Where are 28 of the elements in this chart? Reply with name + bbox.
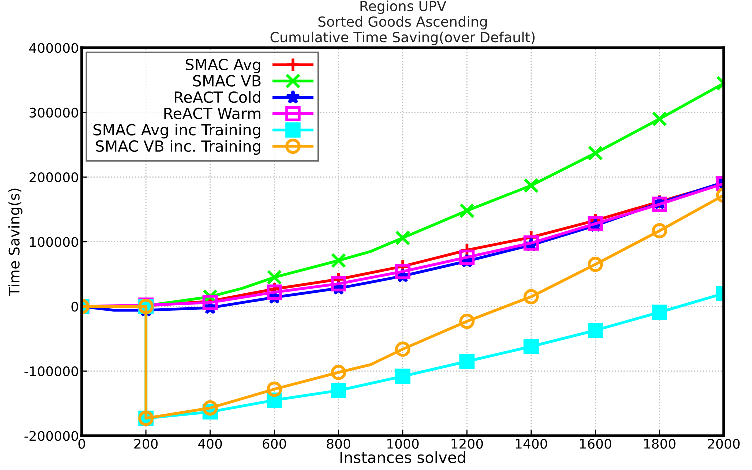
y-tick-label: -200000 [24, 431, 78, 442]
x-tick-label: 1200 [452, 439, 484, 449]
x-axis-title: Instances solved [340, 452, 466, 464]
legend-label: ReACT Warm [164, 108, 261, 120]
x-tick-label: 1000 [388, 439, 419, 449]
legend-label: SMAC Avg inc Training [94, 124, 260, 139]
y-tick-label: 200000 [30, 172, 78, 183]
x-tick-label: 0 [78, 439, 86, 449]
x-tick-label: 400 [198, 439, 222, 449]
y-tick-label: -100000 [24, 366, 78, 377]
y-tick-label: 100000 [30, 237, 78, 248]
x-tick-label: 1800 [644, 439, 676, 449]
legend-label: ReACT Cold [175, 91, 260, 104]
x-tick-label: 600 [262, 439, 286, 449]
x-tick-label: 1400 [516, 439, 548, 449]
x-tick-label: 2000 [708, 439, 740, 449]
y-tick-label: 400000 [30, 43, 78, 54]
chart-subtitle: Sorted Goods Ascending Cumulative Time Saving(over Default) [270, 16, 535, 46]
legend-label: SMAC VB inc. Training [96, 140, 261, 156]
chart-title: Regions UPV [360, 0, 447, 14]
x-tick-label: 800 [327, 439, 351, 449]
legend-label: SMAC VB [193, 75, 261, 87]
x-tick-label: 200 [134, 439, 158, 449]
y-tick-label: 300000 [30, 108, 78, 118]
x-tick-label: 1600 [580, 439, 612, 449]
legend-label: SMAC Avg [186, 58, 260, 74]
y-tick-label: 0 [72, 302, 78, 312]
y-axis-title: Time Saving(s) [8, 188, 23, 296]
